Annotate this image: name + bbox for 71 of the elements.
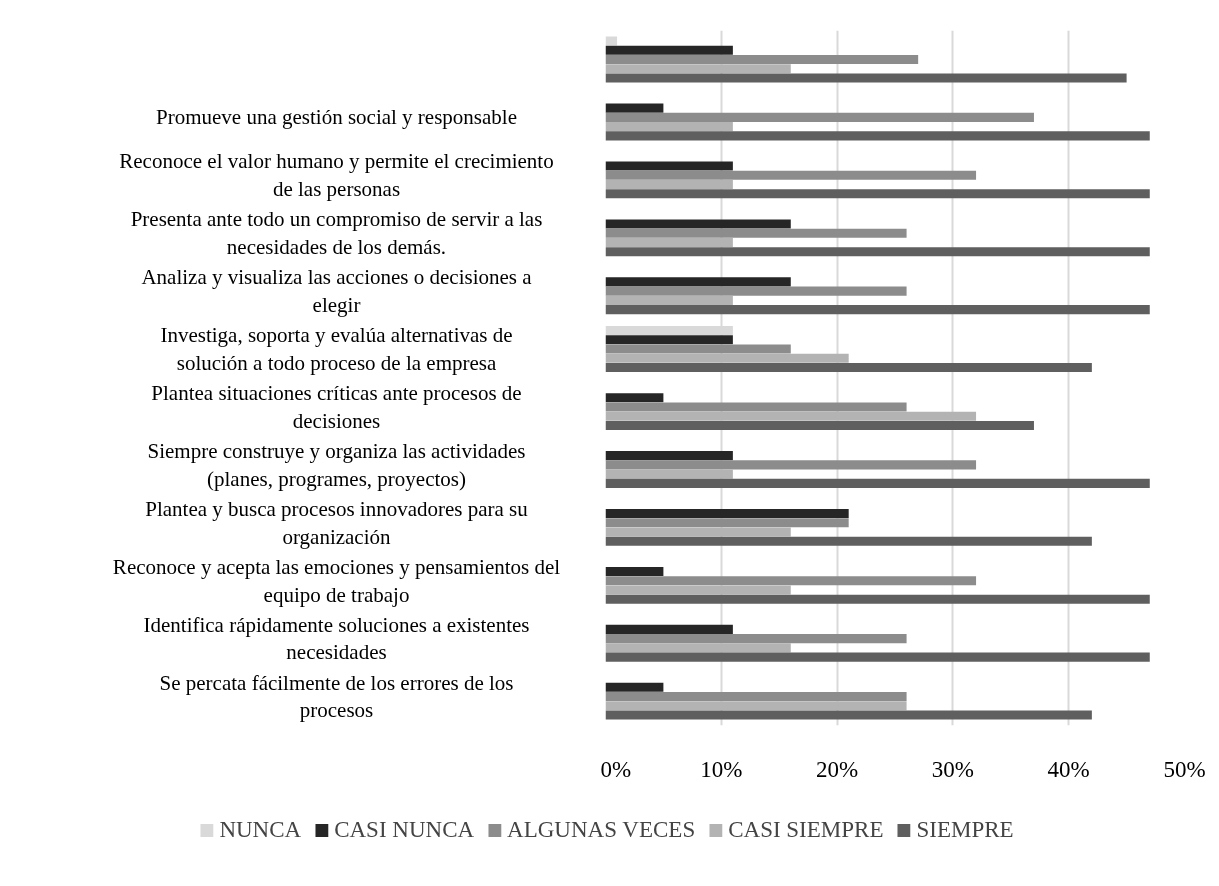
bar [605, 643, 791, 653]
x-tick-label: 30% [931, 756, 974, 782]
y-tick-label: Identifica rápidamente soluciones a existentes necesidades [143, 612, 530, 665]
bar [605, 460, 977, 470]
bar [605, 103, 664, 113]
bar [605, 692, 907, 702]
y-tick-label: Plantea situaciones críticas ante procesos de decisiones [151, 381, 522, 433]
bar [605, 180, 733, 190]
legend-label: ALGUNAS VECES [507, 817, 696, 843]
y-tick-label: Siempre construye y organiza las actividades (planes, programes, proyectos) [147, 439, 526, 491]
bar [605, 710, 1092, 720]
bar [605, 73, 1127, 83]
bar [605, 64, 791, 74]
bar [605, 527, 791, 537]
bar [605, 402, 907, 412]
bar [605, 634, 907, 644]
bar [605, 161, 733, 171]
x-tick-label: 50% [1163, 756, 1206, 782]
bar [605, 295, 733, 305]
bar [605, 305, 1150, 315]
bar [605, 701, 907, 711]
y-tick-label: Promueve una gestión social y responsable [156, 105, 517, 130]
bar [605, 585, 791, 595]
bar [605, 469, 733, 479]
x-tick-label: 0% [600, 756, 632, 782]
legend-label: CASI NUNCA [334, 817, 475, 843]
y-tick-label: Plantea y busca procesos innovadores para su organización [145, 496, 529, 549]
x-tick-label: 40% [1047, 756, 1090, 782]
bar [605, 682, 664, 692]
y-tick-label: Presenta ante todo un compromiso de servir a las necesidades de los demás. [130, 207, 543, 260]
bar [605, 508, 849, 519]
bar [605, 219, 791, 229]
y-tick-label: Se percata fácilmente de los errores de los procesos [159, 670, 514, 723]
bar [605, 228, 907, 238]
bar [605, 624, 733, 634]
legend-label: SIEMPRE [916, 817, 1014, 843]
bar [605, 393, 664, 403]
bar [605, 652, 1150, 662]
bar [605, 594, 1150, 604]
bar [605, 112, 1034, 122]
bar [605, 237, 733, 248]
bar [605, 277, 791, 287]
bar [605, 576, 977, 586]
bar [605, 335, 733, 345]
x-tick-label: 10% [700, 756, 743, 782]
bar [605, 478, 1150, 488]
legend-label: CASI SIEMPRE [728, 817, 884, 843]
y-tick-label: Investiga, soporta y evalúa alternativas de solución a todo proceso de la empresa [160, 323, 513, 375]
bar [605, 45, 733, 55]
bar [605, 420, 1034, 431]
bar [605, 122, 733, 132]
bar [605, 344, 791, 354]
bar [605, 54, 919, 64]
bar [605, 518, 849, 528]
bar [605, 363, 1092, 373]
bar [605, 170, 977, 180]
bar [605, 353, 849, 363]
y-tick-label: Reconoce y acepta las emociones y pensamientos del equipo de trabajo [112, 554, 561, 607]
x-tick-label: 20% [816, 756, 859, 782]
bar [605, 411, 977, 421]
bar [605, 36, 618, 46]
bar [605, 189, 1150, 199]
y-tick-label: Analiza y visualiza las acciones o decisiones a elegir [141, 265, 533, 317]
bar [605, 566, 664, 576]
bar [605, 451, 733, 461]
bar [605, 131, 1150, 141]
bar [605, 286, 907, 296]
y-tick-label: Reconoce el valor humano y permite el crecimiento de las personas [119, 149, 554, 202]
legend-label: NUNCA [219, 817, 302, 843]
bar [605, 536, 1092, 546]
bar [605, 247, 1150, 257]
